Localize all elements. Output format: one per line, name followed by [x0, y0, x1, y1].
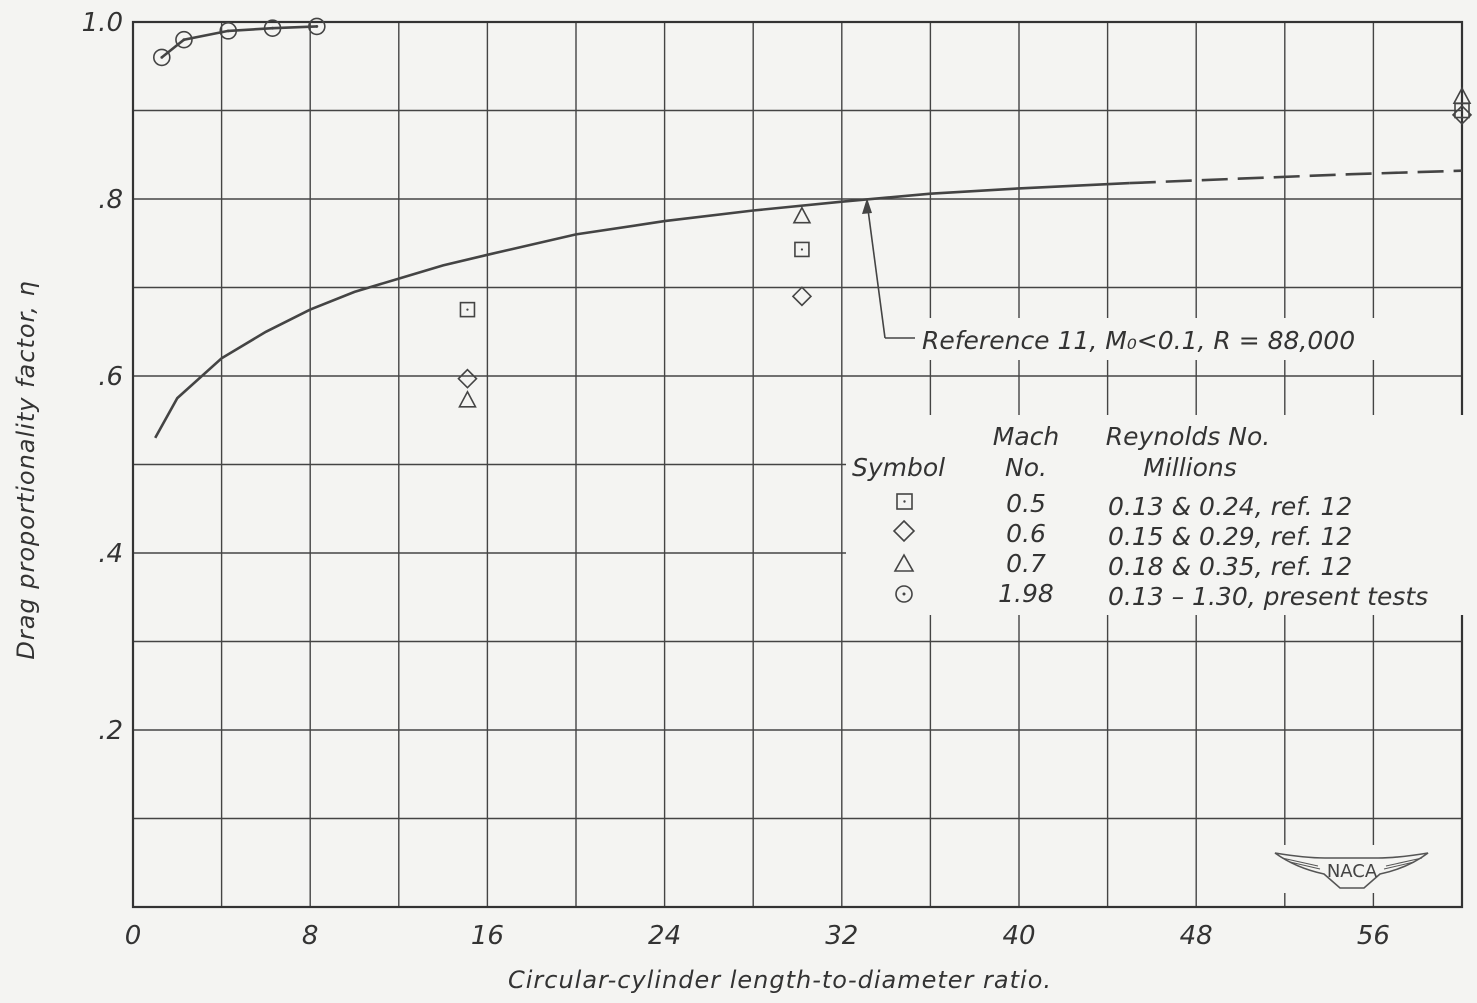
x-tick-label: 24: [648, 921, 681, 951]
callout-leader: [866, 201, 886, 339]
callout-bg: [915, 318, 1385, 360]
data-point-circle-dot: [271, 26, 274, 30]
legend-row-circle: 1.98 0.13 – 1.30, present tests: [895, 579, 1428, 611]
legend-reynolds-circle: 0.13 – 1.30, present tests: [1108, 582, 1428, 611]
data-point-diamond: [1451, 104, 1473, 126]
legend-reynolds-square: 0.13 & 0.24, ref. 12: [1108, 492, 1352, 521]
data-point-square: [794, 241, 810, 258]
y-tick-label: .6: [98, 362, 123, 392]
reference-label: Reference 11, M₀<0.1, R = 88,000: [922, 326, 1355, 355]
x-tick-label: 48: [1180, 921, 1213, 951]
legend-row-triangle: 0.7 0.18 & 0.35, ref. 12: [893, 549, 1352, 581]
data-point-square-dot: [466, 308, 469, 311]
y-axis-title: Drag proportionality factor, η: [12, 280, 40, 659]
legend-mach-circle: 1.98: [998, 579, 1054, 608]
data-point-square: [459, 301, 476, 318]
data-point-circle-dot: [160, 56, 164, 59]
data-point-circle-dot: [226, 29, 230, 33]
legend-circle-icon-dot: [902, 592, 906, 596]
data-point-circle-dot: [315, 25, 319, 28]
data-point-diamond: [457, 368, 478, 389]
legend-circle-icon: [895, 585, 913, 603]
naca-logo-wings: [1274, 852, 1429, 889]
x-tick-label: 40: [1002, 921, 1035, 951]
reference-curve-solid: [154, 181, 1130, 439]
reference-callout: Reference 11, M₀<0.1, R = 88,000: [862, 198, 1385, 360]
legend-header-mach-2: No.: [1005, 453, 1047, 482]
legend-mach-triangle: 0.7: [1006, 549, 1046, 578]
data-point-circle: [175, 30, 193, 49]
data-markers: [152, 17, 1473, 408]
legend-mach-diamond: 0.6: [1006, 519, 1046, 548]
legend-mach-square: 0.5: [1006, 489, 1046, 518]
legend-row-diamond: 0.6 0.15 & 0.29, ref. 12: [892, 519, 1352, 551]
data-point-circle: [152, 48, 171, 67]
x-axis-title: Circular-cylinder length-to-diameter rat…: [508, 966, 1052, 994]
legend-header-reynolds-1: Reynolds No.: [1106, 422, 1270, 451]
reference-curve: [154, 169, 1463, 439]
x-tick-label: 32: [825, 921, 858, 951]
legend-diamond-icon: [892, 519, 916, 543]
data-point-circle: [308, 17, 326, 36]
legend-header-symbol: Symbol: [852, 453, 945, 482]
reference-curve-dashed: [1129, 169, 1463, 185]
data-point-triangle: [792, 205, 812, 224]
naca-logo-text: NACA: [1327, 861, 1378, 882]
y-tick-label: .2: [98, 716, 123, 746]
x-tick-label: 8: [302, 921, 319, 951]
legend-header-reynolds-2: Millions: [1143, 453, 1237, 482]
data-point-square-dot: [1460, 109, 1464, 112]
legend-reynolds-triangle: 0.18 & 0.35, ref. 12: [1108, 552, 1352, 581]
legend-square-icon-dot: [903, 500, 906, 503]
tick-labels: 0 8 16 24 32 40 48 56 .2 .4 .6 .8 1.0: [82, 8, 1390, 951]
callout-arrowhead: [862, 198, 872, 214]
legend-reynolds-diamond: 0.15 & 0.29, ref. 12: [1108, 522, 1352, 551]
data-point-diamond: [791, 286, 813, 307]
legend-header-mach-1: Mach: [993, 422, 1059, 451]
x-tick-label: 0: [125, 921, 142, 951]
legend-square-icon: [896, 493, 913, 510]
data-point-square-dot: [800, 248, 804, 251]
data-point-circle-dot: [182, 38, 186, 42]
legend-bg: [846, 415, 1466, 615]
data-point-circle: [219, 22, 238, 40]
x-tick-label: 56: [1357, 921, 1390, 951]
y-tick-label: .8: [98, 185, 123, 215]
legend: Symbol Mach No. Reynolds No. Millions 0.…: [846, 415, 1466, 615]
data-point-triangle: [458, 390, 477, 408]
y-tick-label: .4: [98, 539, 123, 569]
data-point-circle: [263, 19, 282, 37]
naca-logo: NACA: [1270, 845, 1435, 893]
naca-logo-bg: [1270, 845, 1435, 893]
legend-triangle-icon: [893, 553, 915, 572]
x-tick-label: 16: [471, 921, 504, 951]
data-point-triangle: [1452, 86, 1472, 105]
legend-row-square: 0.5 0.13 & 0.24, ref. 12: [896, 489, 1352, 521]
naca-logo-feathers: [1281, 857, 1423, 870]
y-tick-label: 1.0: [82, 8, 123, 38]
